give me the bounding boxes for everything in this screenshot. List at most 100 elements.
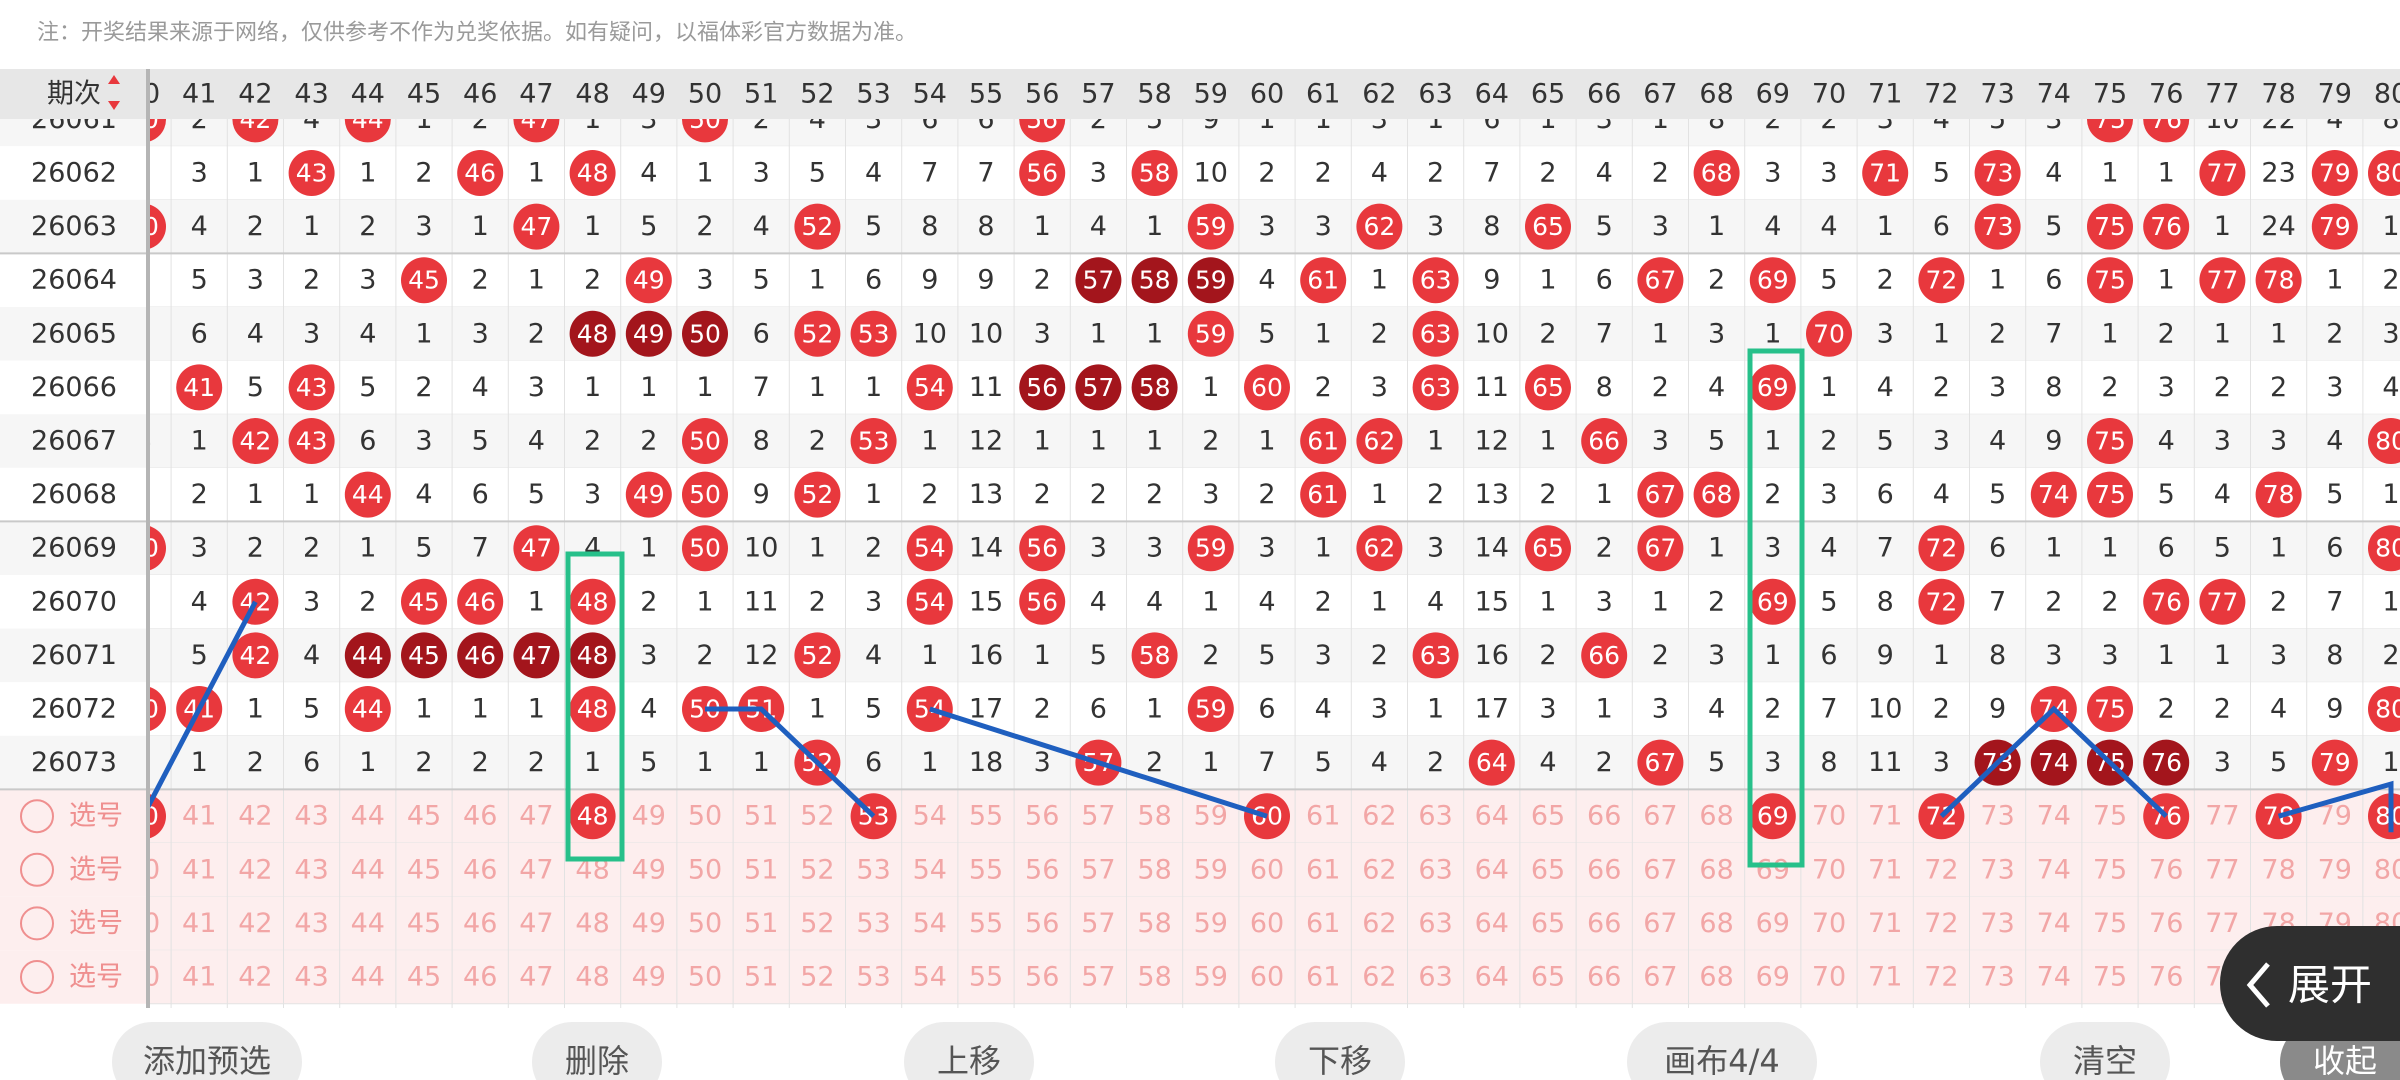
ball-number: 67	[1644, 480, 1676, 509]
pick-label[interactable]: 选号	[69, 962, 123, 993]
button-pill[interactable]	[532, 1022, 662, 1080]
cell-number: 1	[1371, 586, 1388, 617]
cell-number: 3	[1427, 211, 1444, 242]
column-number: 68	[1699, 79, 1733, 110]
button-pill[interactable]	[1627, 1022, 1817, 1080]
cell-number: 65	[1531, 854, 1565, 885]
pick-label[interactable]: 选号	[69, 801, 123, 832]
cell-number: 1	[1202, 586, 1219, 617]
cell-number: 60	[1250, 962, 1284, 993]
ball-number: 76	[2150, 105, 2182, 134]
cell-number: 9	[2045, 426, 2062, 457]
cell-number: 22	[2261, 104, 2295, 135]
cell-number: 7	[1258, 747, 1275, 778]
button-label[interactable]: 清空	[2073, 1042, 2137, 1080]
cell-number: 9	[1877, 640, 1894, 671]
button-pill[interactable]	[1275, 1022, 1405, 1080]
cell-number: 10	[1475, 318, 1509, 349]
cell-number: 4	[753, 211, 770, 242]
cell-number: 1	[1371, 265, 1388, 296]
cell-number: 1	[247, 694, 264, 725]
cell-number: 42	[238, 962, 272, 993]
cell-number: 3	[640, 104, 657, 135]
button-label[interactable]: 添加预选	[143, 1042, 271, 1080]
cell-number: 2	[191, 104, 208, 135]
period: 26064	[31, 265, 117, 296]
cell-number: 15	[969, 586, 1003, 617]
button-label[interactable]: 上移	[937, 1042, 1001, 1080]
button-pill[interactable]	[112, 1022, 302, 1080]
button-label[interactable]: 下移	[1308, 1042, 1372, 1080]
ball	[1918, 578, 1965, 625]
drawn-line	[705, 706, 876, 819]
cell-number: 1	[584, 747, 601, 778]
cell-number: 61	[1306, 908, 1340, 939]
ball-number: 56	[1026, 534, 1058, 563]
column-number: 54	[913, 79, 947, 110]
expand-button[interactable]: 展开	[2220, 926, 2400, 1041]
column-number: 69	[1756, 79, 1790, 110]
cell-number: 6	[2326, 533, 2343, 564]
button-label[interactable]: 画布4/4	[1664, 1042, 1780, 1080]
cell-number: 8	[2382, 104, 2399, 135]
cell-number: 3	[2045, 640, 2062, 671]
cell-number: 2	[1539, 640, 1556, 671]
ball	[288, 150, 335, 196]
ball	[1637, 471, 1684, 518]
cell-number: 1	[359, 747, 376, 778]
cell-number: 57	[1081, 854, 1115, 885]
cell-number: 3	[472, 318, 489, 349]
ball-number: 80	[2375, 802, 2400, 831]
button-pill[interactable]	[2040, 1022, 2170, 1080]
cell-number: 1	[1427, 426, 1444, 457]
pick-label[interactable]: 选号	[69, 908, 123, 939]
cell-number: 6	[1483, 104, 1500, 135]
cell-number: 1	[809, 694, 826, 725]
pick-radio[interactable]	[20, 799, 54, 834]
column-number: 72	[1924, 79, 1958, 110]
ball-number: 43	[296, 159, 328, 188]
cell-number: 1	[1539, 265, 1556, 296]
cell-number: 4	[865, 158, 882, 189]
ball-number: 40	[127, 105, 159, 134]
ball	[2368, 150, 2400, 196]
ball-number: 58	[1139, 266, 1171, 295]
ball	[232, 632, 279, 679]
cell-number: 5	[1708, 426, 1725, 457]
cell-number: 53	[856, 962, 890, 993]
column-number: 75	[2093, 79, 2127, 110]
cell-number: 3	[865, 104, 882, 135]
cell-number: 1	[472, 694, 489, 725]
column-number: 56	[1025, 79, 1059, 110]
cell-number: 3	[1090, 533, 1107, 564]
ball	[794, 310, 841, 357]
cell-number: 59	[1194, 962, 1228, 993]
cell-number: 74	[2037, 854, 2071, 885]
cell-number: 3	[2326, 372, 2343, 403]
cell-number: 4	[2214, 479, 2231, 510]
cell-number: 2	[584, 426, 601, 457]
pick-radio[interactable]	[20, 906, 54, 941]
cell-number: 1	[1146, 694, 1163, 725]
ball	[2368, 418, 2400, 464]
cell-number: 73	[1980, 908, 2014, 939]
ball	[2311, 739, 2358, 786]
cell-number: 45	[407, 962, 441, 993]
cell-number: 76	[2149, 962, 2183, 993]
cell-number: 4	[1764, 211, 1781, 242]
expand-label[interactable]: 展开	[2288, 961, 2372, 1010]
period-header[interactable]: 期次	[47, 79, 101, 110]
pick-radio[interactable]	[20, 852, 54, 887]
button-label[interactable]: 删除	[565, 1042, 629, 1080]
pick-label[interactable]: 选号	[69, 854, 123, 885]
ball-number: 61	[1307, 480, 1339, 509]
cell-number: 2	[2101, 586, 2118, 617]
pick-radio[interactable]	[20, 960, 54, 994]
expand-pill[interactable]	[2220, 926, 2400, 1041]
button-label[interactable]: 收起	[2313, 1042, 2377, 1080]
column-number: 41	[182, 79, 216, 110]
button-pill[interactable]	[904, 1022, 1034, 1080]
cell-number: 58	[1137, 908, 1171, 939]
ball	[1806, 310, 1852, 357]
ball	[1412, 632, 1459, 679]
